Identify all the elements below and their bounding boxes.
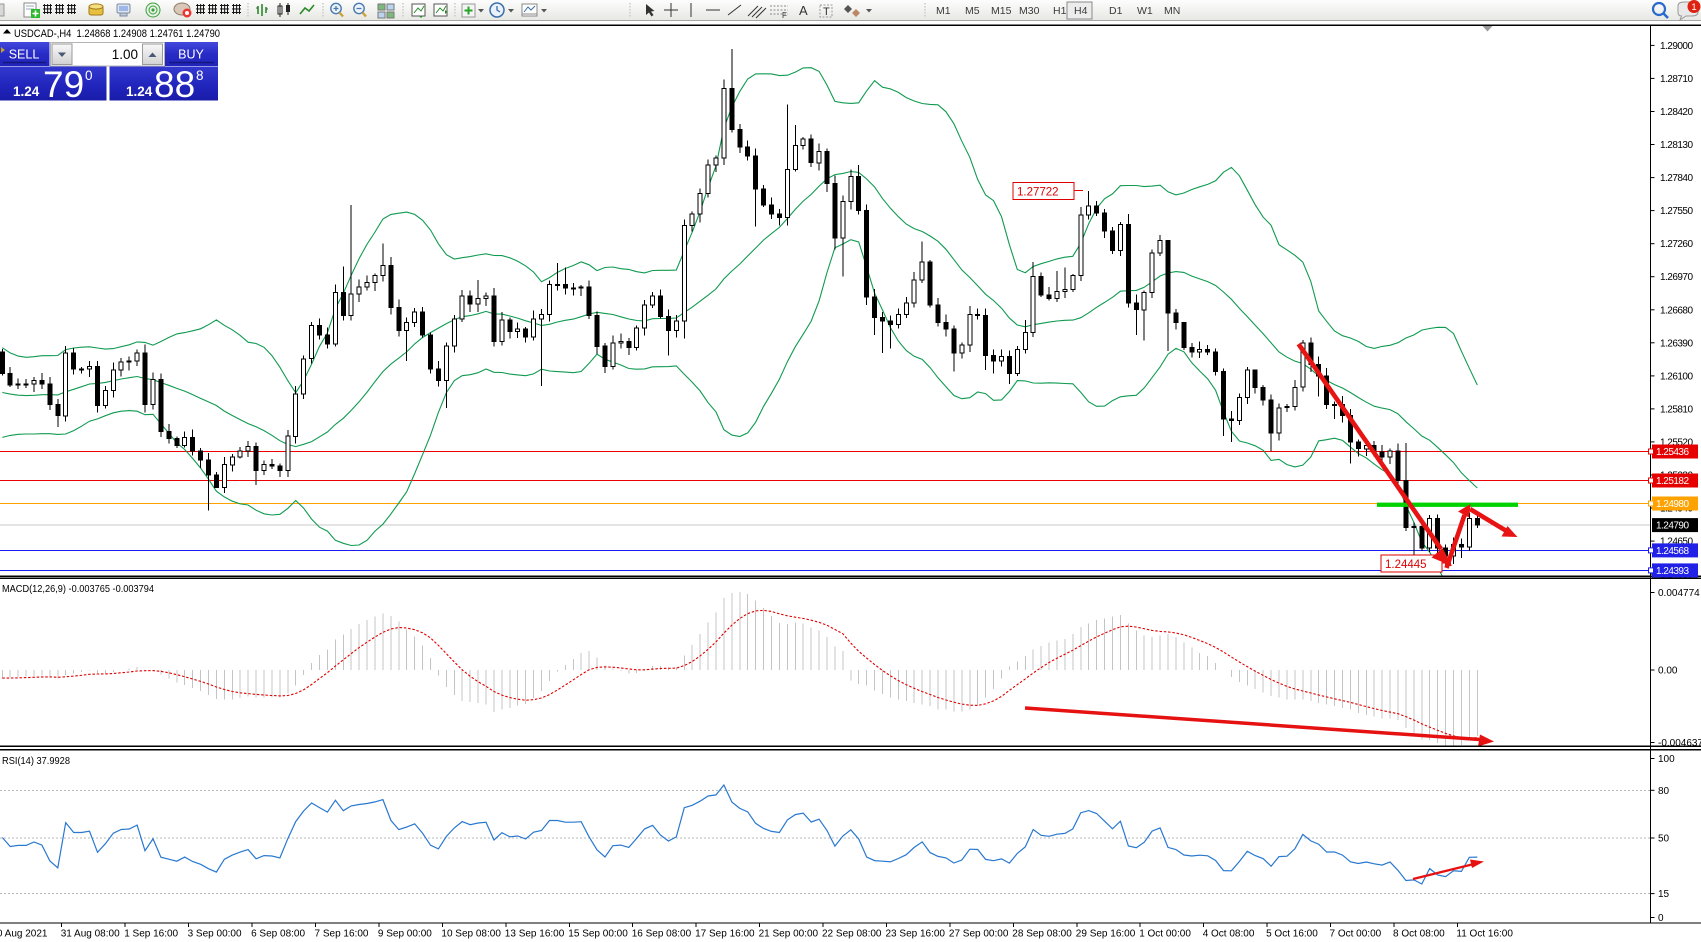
svg-text:M15: M15 (991, 5, 1012, 17)
svg-text:1.24650: 1.24650 (1660, 537, 1693, 548)
svg-text:-0.004637: -0.004637 (1658, 738, 1701, 749)
svg-text:1.27550: 1.27550 (1660, 206, 1693, 217)
svg-text:1: 1 (1691, 2, 1696, 13)
svg-text:1.25182: 1.25182 (1656, 476, 1689, 487)
svg-text:17 Sep 16:00: 17 Sep 16:00 (695, 929, 755, 940)
svg-text:1.26390: 1.26390 (1660, 338, 1693, 349)
svg-text:10 Sep 08:00: 10 Sep 08:00 (441, 929, 501, 940)
svg-text:1.24: 1.24 (13, 84, 40, 99)
svg-text:1.26970: 1.26970 (1660, 272, 1693, 283)
svg-text:1.28710: 1.28710 (1660, 74, 1693, 85)
svg-text:80: 80 (1658, 786, 1670, 797)
svg-text:8: 8 (196, 68, 204, 83)
svg-text:1.24568: 1.24568 (1656, 546, 1689, 557)
svg-text:M1: M1 (936, 5, 951, 17)
svg-text:100: 100 (1658, 754, 1675, 765)
svg-text:MN: MN (1164, 5, 1180, 17)
svg-text:28 Sep 08:00: 28 Sep 08:00 (1012, 929, 1072, 940)
svg-text:1.00: 1.00 (112, 47, 138, 62)
svg-text:1.24790: 1.24790 (1656, 521, 1689, 532)
svg-text:1.24393: 1.24393 (1656, 566, 1689, 577)
svg-text:1.25520: 1.25520 (1660, 437, 1693, 448)
svg-text:8 Oct 08:00: 8 Oct 08:00 (1393, 929, 1445, 940)
svg-text:0: 0 (85, 68, 93, 83)
svg-text:1.28420: 1.28420 (1660, 107, 1693, 118)
svg-text:4 Oct 08:00: 4 Oct 08:00 (1203, 929, 1255, 940)
svg-text:1.24445: 1.24445 (1385, 559, 1427, 571)
svg-text:M5: M5 (965, 5, 980, 17)
svg-text:21 Sep 00:00: 21 Sep 00:00 (759, 929, 819, 940)
svg-text:1.27840: 1.27840 (1660, 173, 1693, 184)
svg-text:5 Oct 16:00: 5 Oct 16:00 (1266, 929, 1318, 940)
svg-text:6 Sep 08:00: 6 Sep 08:00 (251, 929, 305, 940)
svg-text:H4: H4 (1074, 5, 1088, 17)
svg-text:1.24: 1.24 (126, 84, 153, 99)
svg-text:7 Oct 00:00: 7 Oct 00:00 (1330, 929, 1382, 940)
svg-text:22 Sep 08:00: 22 Sep 08:00 (822, 929, 882, 940)
svg-text:1.26100: 1.26100 (1660, 371, 1693, 382)
svg-text:D1: D1 (1109, 5, 1123, 17)
svg-text:1 Oct 00:00: 1 Oct 00:00 (1139, 929, 1191, 940)
svg-text:13 Sep 16:00: 13 Sep 16:00 (505, 929, 565, 940)
svg-text:T: T (823, 6, 830, 18)
svg-text:23 Sep 16:00: 23 Sep 16:00 (886, 929, 946, 940)
svg-text:50: 50 (1658, 834, 1670, 845)
svg-text:15 Sep 00:00: 15 Sep 00:00 (568, 929, 628, 940)
svg-text:16 Sep 08:00: 16 Sep 08:00 (632, 929, 692, 940)
svg-text:30 Aug 2021: 30 Aug 2021 (0, 929, 48, 940)
svg-text:BUY: BUY (178, 48, 204, 62)
svg-text:0: 0 (1658, 913, 1664, 924)
svg-text:1.27722: 1.27722 (1017, 187, 1059, 199)
svg-text:79: 79 (43, 64, 84, 105)
svg-text:1.24980: 1.24980 (1656, 499, 1689, 510)
svg-text:SELL: SELL (9, 48, 40, 62)
svg-text:1.25436: 1.25436 (1656, 447, 1689, 458)
svg-text:1.26680: 1.26680 (1660, 305, 1693, 316)
svg-text:9 Sep 00:00: 9 Sep 00:00 (378, 929, 432, 940)
svg-text:USDCAD-,H4 1.24868 1.24908 1.: USDCAD-,H4 1.24868 1.24908 1.24761 1.247… (14, 28, 220, 40)
svg-text:RSI(14) 37.9928: RSI(14) 37.9928 (2, 755, 70, 767)
svg-text:0.004774: 0.004774 (1658, 588, 1700, 599)
svg-text:1.28130: 1.28130 (1660, 140, 1693, 151)
svg-text:88: 88 (154, 64, 195, 105)
svg-text:1 Sep 16:00: 1 Sep 16:00 (124, 929, 178, 940)
svg-text:31 Aug 08:00: 31 Aug 08:00 (61, 929, 120, 940)
svg-text:27 Sep 00:00: 27 Sep 00:00 (949, 929, 1009, 940)
svg-text:1.29000: 1.29000 (1660, 41, 1693, 52)
svg-text:0.00: 0.00 (1658, 666, 1678, 677)
svg-text:11 Oct 16:00: 11 Oct 16:00 (1456, 929, 1513, 940)
svg-text:MACD(12,26,9) -0.003765 -0.003: MACD(12,26,9) -0.003765 -0.003794 (2, 583, 154, 595)
svg-text:1.27260: 1.27260 (1660, 239, 1693, 250)
svg-text:7 Sep 16:00: 7 Sep 16:00 (315, 929, 369, 940)
svg-text:1.25810: 1.25810 (1660, 404, 1693, 415)
svg-text:F: F (782, 11, 787, 20)
svg-text:A: A (799, 3, 808, 18)
svg-text:3 Sep 00:00: 3 Sep 00:00 (188, 929, 242, 940)
svg-text:W1: W1 (1137, 5, 1153, 17)
svg-text:H1: H1 (1053, 5, 1067, 17)
svg-text:15: 15 (1658, 889, 1670, 900)
svg-text:29 Sep 16:00: 29 Sep 16:00 (1076, 929, 1136, 940)
svg-text:M30: M30 (1019, 5, 1040, 17)
